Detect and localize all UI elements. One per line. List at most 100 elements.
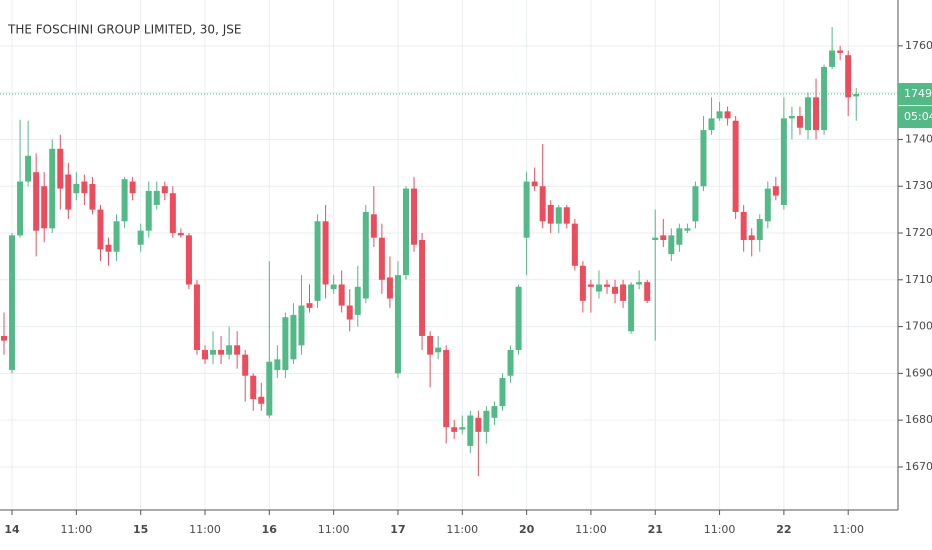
x-tick-label: 14 [4,523,20,536]
candle-body [145,190,152,231]
candle-body [314,221,321,301]
x-tick-label: 21 [648,523,663,536]
candle-body [612,286,619,294]
candle-body [57,148,64,189]
candle-body [49,148,56,229]
candle-body [636,282,643,285]
candle-body [41,186,48,229]
candle-body [620,284,627,301]
candle-body [153,190,160,205]
candle-body [805,97,811,131]
candles [1,27,860,477]
candle-body [65,174,72,210]
candle-body [555,207,562,224]
candle-body [563,207,570,224]
countdown-label: 05:04 [904,110,932,123]
candle-body [386,277,393,299]
candle-body [226,345,233,355]
candle-body [129,181,136,194]
candle-body [258,396,265,404]
candle-body [282,317,289,371]
candle-body [330,284,337,290]
candle-body [628,284,635,332]
countdown-box [898,106,932,129]
candle-body [250,375,257,400]
y-tick-label: 16900 [905,366,932,379]
x-tick-label: 16 [262,523,278,536]
candle-body [17,181,24,236]
candle-body [411,188,418,245]
x-tick-label: 15 [133,523,148,536]
y-tick-label: 17300 [905,179,932,192]
candle-body [491,406,498,418]
candle-body [193,284,200,350]
candle-body [587,284,594,287]
last-price-label: 17497 [904,87,932,100]
y-tick-label: 17400 [905,132,932,145]
candle-body [724,111,731,119]
candle-body [113,221,120,252]
candle-body [218,349,225,355]
candle-body [547,204,554,224]
candle-body [97,209,104,250]
candle-body [346,305,353,320]
candle-body [756,218,763,241]
candle-body [322,221,329,285]
candle-body [467,415,474,446]
candle-body [378,237,385,280]
candle-body [853,94,860,97]
candle-body [837,50,844,53]
candle-body [483,410,490,432]
candle-body [403,188,409,276]
y-tick-label: 16700 [905,460,932,473]
candle-body [362,211,369,299]
candle-body [419,240,426,336]
candle-body [813,97,820,131]
candle-body [821,66,828,131]
candle-body [290,314,297,360]
candle-body [177,233,184,236]
candle-body [33,172,40,231]
candle-body [571,223,578,266]
candle-body [515,286,522,350]
chart-title: THE FOSCHINI GROUP LIMITED, 30, JSE [7,23,241,37]
candle-body [459,427,466,430]
candle-body [780,118,787,205]
candle-body [475,417,482,432]
candle-body [748,235,755,241]
candle-body [161,186,168,194]
candle-body [451,427,458,432]
candle-body [539,186,546,222]
candle-body [644,282,651,301]
candle-body [306,303,313,308]
candle-body [210,349,217,355]
candle-body [531,181,538,187]
candle-body [73,183,80,194]
candle-body [499,378,506,407]
x-tick-label: 17 [390,523,405,536]
candle-body [370,214,377,238]
candle-body [1,335,7,341]
candle-body [105,244,112,252]
candle-body [298,305,305,346]
x-tick-label: 11:00 [832,523,864,536]
candle-body [242,354,249,376]
x-tick-label: 22 [776,523,791,536]
candle-body [845,55,852,98]
candle-body [185,235,192,285]
candle-body [394,275,401,374]
candle-body [764,188,771,222]
y-tick-label: 16800 [905,413,932,426]
x-tick-label: 11:00 [189,523,221,536]
candle-body [169,193,176,234]
candle-body [796,116,803,128]
candle-body [692,186,699,222]
candle-body [604,284,610,287]
x-tick-label: 20 [519,523,535,536]
grid [0,0,898,510]
candle-body [266,361,273,416]
y-tick-label: 17200 [905,226,932,239]
candle-body [89,183,96,210]
